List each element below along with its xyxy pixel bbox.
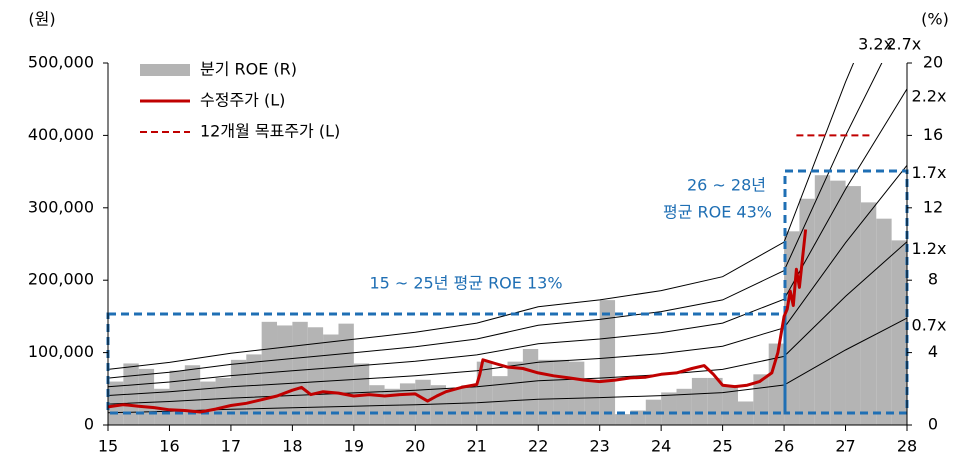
y2-tick-label: 16 bbox=[923, 125, 943, 144]
bar bbox=[645, 399, 662, 425]
bar bbox=[876, 218, 892, 425]
axes: 0 100,000 200,000 300,000 400,000 500,000 0 4 8 1… bbox=[28, 53, 943, 456]
band-line bbox=[108, 63, 883, 379]
bar bbox=[507, 361, 523, 425]
bar bbox=[492, 376, 508, 425]
bar bbox=[584, 381, 600, 425]
bar bbox=[476, 361, 493, 425]
bar bbox=[522, 348, 539, 425]
band-label: 1.2x bbox=[912, 239, 947, 258]
bar bbox=[538, 359, 554, 425]
x-tick-label: 28 bbox=[897, 437, 917, 456]
y-tick-label: 100,000 bbox=[28, 342, 94, 361]
x-tick-label: 26 bbox=[774, 437, 794, 456]
bar bbox=[154, 388, 170, 425]
band-line bbox=[108, 63, 855, 370]
y2-axis-label: (%) bbox=[921, 10, 949, 29]
bar bbox=[830, 180, 846, 425]
y-tick-label: 0 bbox=[84, 415, 94, 434]
x-tick-label: 22 bbox=[528, 437, 548, 456]
y2-tick-label: 0 bbox=[928, 415, 938, 434]
bar bbox=[661, 392, 677, 425]
y-tick-label: 400,000 bbox=[28, 125, 94, 144]
bar bbox=[338, 323, 354, 425]
bar bbox=[553, 359, 569, 425]
bar bbox=[615, 414, 631, 425]
y-tick-label: 500,000 bbox=[28, 53, 94, 72]
x-tick-label: 23 bbox=[590, 437, 610, 456]
bar bbox=[722, 385, 738, 425]
bar bbox=[845, 186, 861, 425]
band-label: 3.2x bbox=[858, 35, 893, 54]
price-line bbox=[107, 229, 808, 414]
band-line bbox=[108, 241, 907, 405]
annotation: 26 ~ 28년 bbox=[687, 176, 766, 195]
bar bbox=[215, 377, 231, 425]
bar bbox=[860, 202, 877, 425]
y2-tick-label: 12 bbox=[923, 197, 943, 216]
legend: 분기 ROE (R) 수정주가 (L) 12개월 목표주가 (L) bbox=[140, 60, 340, 141]
bar bbox=[599, 300, 616, 425]
bar bbox=[138, 368, 155, 425]
bar bbox=[169, 370, 185, 425]
bar bbox=[384, 388, 400, 425]
bar bbox=[246, 354, 262, 425]
band-line bbox=[108, 317, 907, 414]
bar bbox=[446, 388, 462, 425]
x-tick-label: 21 bbox=[467, 437, 487, 456]
legend-label: 12개월 목표주가 (L) bbox=[200, 122, 340, 141]
x-tick-label: 19 bbox=[344, 437, 364, 456]
bar bbox=[737, 401, 754, 425]
bar bbox=[461, 385, 477, 425]
bar bbox=[814, 175, 831, 425]
band-label: 0.7x bbox=[912, 316, 947, 335]
y-tick-label: 300,000 bbox=[28, 197, 94, 216]
bar bbox=[277, 325, 293, 425]
bar bbox=[568, 361, 585, 425]
bar bbox=[184, 365, 201, 425]
band-label: 1.7x bbox=[912, 163, 947, 182]
y2-tick-label: 4 bbox=[928, 342, 938, 361]
legend-swatch bbox=[140, 64, 190, 76]
x-tick-label: 15 bbox=[98, 437, 118, 456]
band-label: 2.7x bbox=[886, 35, 921, 54]
x-tick-label: 25 bbox=[712, 437, 732, 456]
bar bbox=[323, 334, 339, 425]
y-axis-label: (원) bbox=[28, 10, 55, 29]
x-tick-label: 20 bbox=[405, 437, 425, 456]
x-tick-label: 27 bbox=[835, 437, 855, 456]
legend-label: 분기 ROE (R) bbox=[200, 60, 297, 79]
x-tick-label: 17 bbox=[221, 437, 241, 456]
band-line bbox=[108, 88, 907, 388]
bar bbox=[430, 385, 447, 425]
x-tick-label: 18 bbox=[282, 437, 302, 456]
bar bbox=[768, 343, 785, 425]
x-tick-label: 16 bbox=[159, 437, 179, 456]
bar bbox=[891, 240, 907, 425]
bar bbox=[707, 377, 723, 425]
y-tick-label: 200,000 bbox=[28, 270, 94, 289]
bar bbox=[230, 359, 247, 425]
y2-tick-label: 20 bbox=[923, 53, 943, 72]
annotation: 평균 ROE 43% bbox=[663, 203, 772, 222]
y2-tick-label: 8 bbox=[928, 270, 938, 289]
legend-label: 수정주가 (L) bbox=[200, 91, 285, 110]
annotation: 15 ~ 25년 평균 ROE 13% bbox=[369, 274, 562, 293]
bar bbox=[292, 321, 308, 425]
bar bbox=[307, 327, 324, 425]
band-label: 2.2x bbox=[912, 86, 947, 105]
bar bbox=[691, 377, 708, 425]
bar bbox=[676, 388, 692, 425]
band-layer bbox=[108, 63, 907, 414]
bar bbox=[399, 383, 416, 425]
line-layer bbox=[107, 134, 874, 414]
x-tick-label: 24 bbox=[651, 437, 671, 456]
